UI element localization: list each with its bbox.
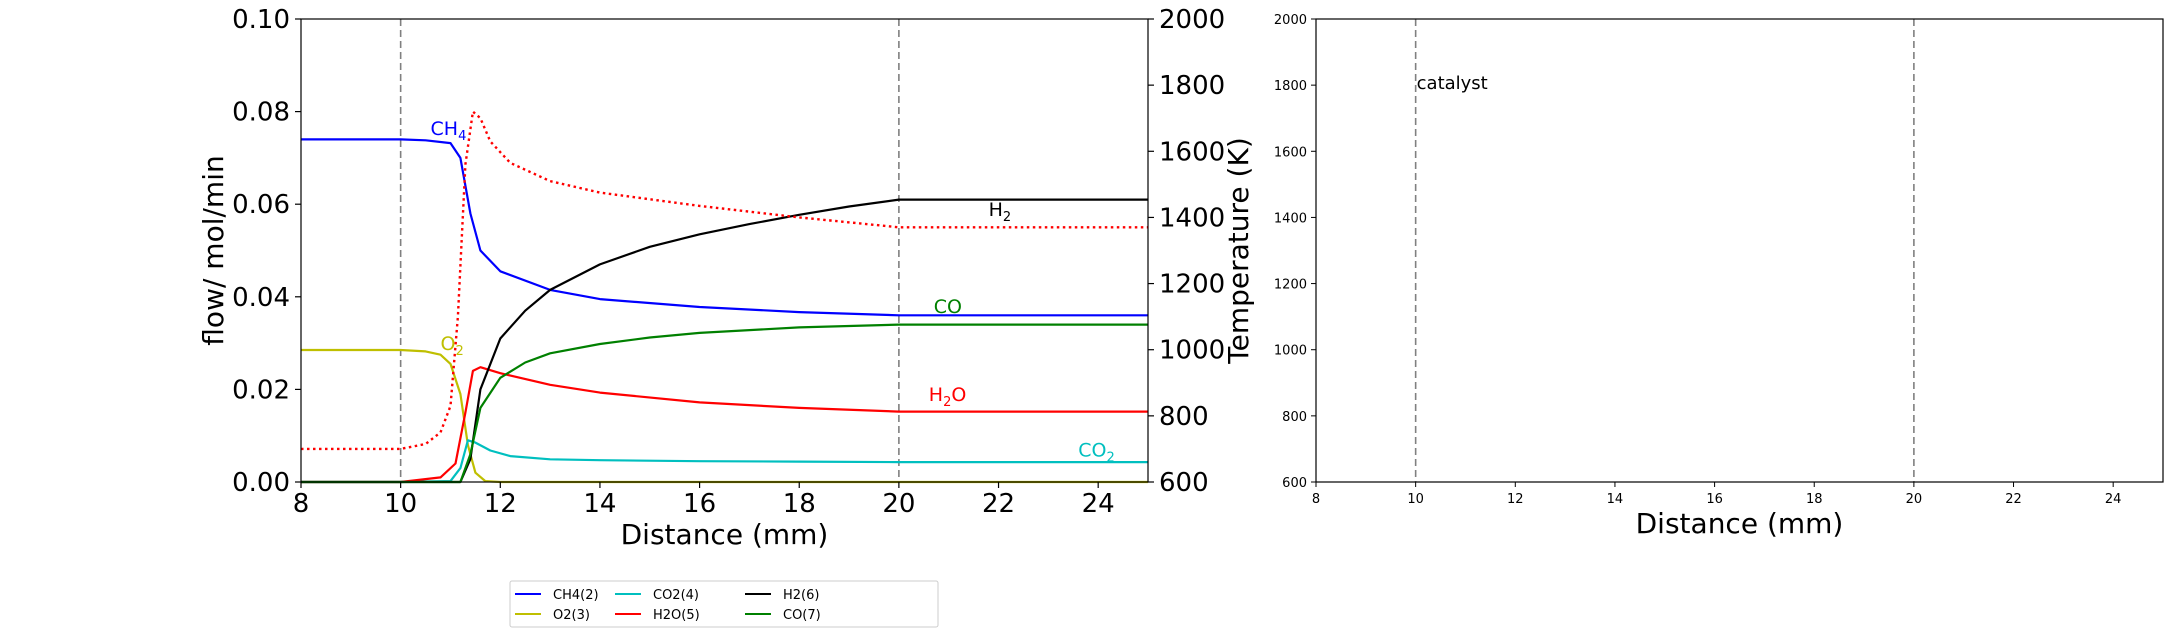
y-tick-label: 1000 [1274, 344, 1307, 359]
y-axis-label: flow/ mol/min [197, 155, 230, 345]
annotation-text: H [989, 199, 1003, 221]
x-axis-label: Distance (mm) [1636, 507, 1844, 540]
catalyst-label: catalyst [1417, 73, 1488, 94]
series-annotation: H2 [989, 199, 1012, 225]
x-tick-label: 20 [882, 489, 915, 519]
x-tick-label: 8 [1312, 492, 1320, 507]
x-axis-label: Distance (mm) [621, 518, 829, 551]
y-tick-label: 1600 [1274, 145, 1307, 160]
plot-frame [300, 18, 1149, 483]
series-line-ch4-2- [301, 138, 1148, 317]
legend-label: H2O(5) [653, 608, 700, 623]
legend-label: H2(6) [783, 588, 819, 603]
y-tick-label: 2000 [1274, 13, 1307, 28]
x-tick-label: 24 [1082, 489, 1115, 519]
annotation-subscript: 2 [1003, 210, 1011, 225]
series-annotation: CO2 [1078, 440, 1115, 466]
x-tick-label: 18 [783, 489, 816, 519]
series-line-temperature [301, 110, 1148, 451]
legend-label: CO2(4) [653, 588, 699, 603]
series-annotation: CO [934, 296, 962, 318]
x-tick-label: 10 [1407, 492, 1424, 507]
series-line-co2-4- [301, 439, 1148, 484]
x-tick-label: 12 [484, 489, 517, 519]
y-right-tick-label: 1600 [1159, 137, 1225, 167]
legend: CH4(2) O2(3) CO2(4) H2O(5) H2(6) CO(7) [509, 580, 939, 628]
x-tick-label: 16 [683, 489, 716, 519]
flow-temperature-chart: 8 10 12 14 16 18 20 22 240.000.020.040.060.080.1… [197, 5, 1255, 551]
y-tick-label: 600 [1282, 476, 1307, 491]
legend-label: O2(3) [553, 608, 590, 623]
annotation-subscript: 2 [455, 344, 463, 359]
catalyst-chart: 8 10 12 14 16 18 20 22 24 600 800 1000 1200 1400 1600 1… [1274, 13, 2164, 540]
y-right-tick-label: 800 [1159, 402, 1209, 432]
y-right-tick-label: 1000 [1159, 336, 1225, 366]
x-tick-label: 8 [293, 489, 310, 519]
y-right-tick-label: 1200 [1159, 270, 1225, 300]
y-right-tick-label: 1800 [1159, 71, 1225, 101]
plot-frame [1315, 18, 2164, 483]
x-tick-label: 14 [583, 489, 616, 519]
series-line-h2o-5- [301, 366, 1148, 484]
legend-box [509, 580, 939, 628]
y-tick-label: 0.02 [232, 375, 290, 405]
series-line-h2-6- [301, 198, 1148, 484]
y-tick-label: 1400 [1274, 211, 1307, 226]
annotation-subscript: 2 [943, 395, 951, 410]
annotation-suffix: O [951, 384, 966, 406]
y-tick-label: 0.06 [232, 190, 290, 220]
annotation-text: CH [431, 118, 459, 140]
x-tick-label: 22 [982, 489, 1015, 519]
series-annotation: H2O [929, 384, 967, 410]
legend-label: CO(7) [783, 608, 821, 623]
x-tick-label: 12 [1507, 492, 1524, 507]
annotation-text: H [929, 384, 943, 406]
y-tick-label: 0.08 [232, 98, 290, 128]
x-tick-label: 18 [1806, 492, 1823, 507]
x-tick-label: 14 [1607, 492, 1624, 507]
y-tick-label: 1200 [1274, 278, 1307, 293]
y-tick-label: 1800 [1274, 79, 1307, 94]
y-tick-label: 0.10 [232, 5, 290, 35]
annotation-text: O [441, 333, 456, 355]
series-line-co-7- [301, 323, 1148, 484]
y-right-tick-label: 2000 [1159, 5, 1225, 35]
x-tick-label: 16 [1706, 492, 1723, 507]
y-tick-label: 0.00 [232, 468, 290, 498]
annotation-subscript: 4 [458, 129, 466, 144]
annotation-subscript: 2 [1106, 451, 1114, 466]
y-right-axis-label: Temperature (K) [1222, 137, 1255, 364]
annotation-text: CO [1078, 440, 1106, 462]
x-tick-label: 24 [2105, 492, 2122, 507]
series-annotation: O2 [441, 333, 464, 359]
y-tick-label: 0.04 [232, 283, 290, 313]
series-annotation: CH4 [431, 118, 467, 144]
x-tick-label: 20 [1906, 492, 1923, 507]
x-tick-label: 22 [2005, 492, 2022, 507]
x-tick-label: 10 [384, 489, 417, 519]
legend-label: CH4(2) [553, 588, 599, 603]
y-right-tick-label: 1400 [1159, 203, 1225, 233]
annotation-text: CO [934, 296, 962, 318]
y-tick-label: 800 [1282, 410, 1307, 425]
y-right-tick-label: 600 [1159, 468, 1209, 498]
